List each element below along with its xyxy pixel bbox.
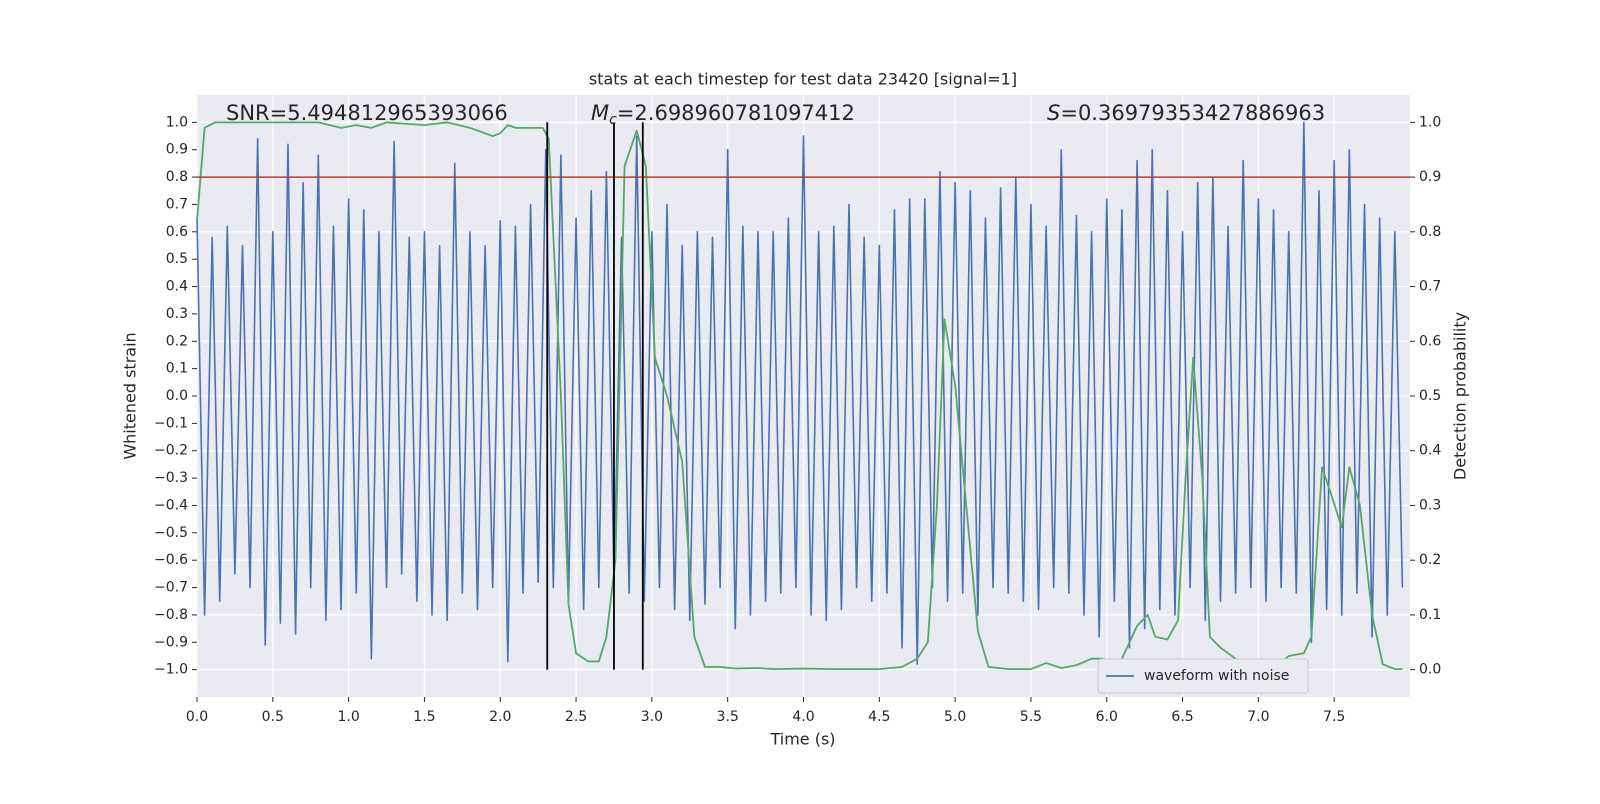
y-tick-label: 0.3: [166, 306, 188, 322]
x-tick-label: 1.0: [337, 709, 359, 725]
y-tick-label: 1.0: [166, 114, 188, 130]
y-tick-label: −1.0: [154, 662, 188, 678]
y-tick-label: −0.8: [154, 607, 188, 623]
y-tick-label: 0.8: [166, 169, 188, 185]
legend-box: [1097, 658, 1309, 694]
x-tick-label: 6.5: [1171, 709, 1193, 725]
x-tick-label: 0.0: [186, 709, 208, 725]
annotation-text: =2.698960781097412: [617, 101, 855, 125]
y-tick-label: 0.4: [166, 279, 188, 295]
y-tick-label: 0.1: [166, 361, 188, 377]
y2-tick-label: 0.9: [1419, 169, 1441, 185]
y2-tick-label: 0.2: [1419, 552, 1441, 568]
x-tick-label: 4.0: [792, 709, 814, 725]
x-tick-label: 2.5: [565, 709, 587, 725]
y2-axis-label: Detection probability: [1451, 312, 1470, 480]
y-tick-label: 0.5: [166, 251, 188, 267]
y-tick-label: −0.7: [154, 580, 188, 596]
y-tick-label: −0.1: [154, 415, 188, 431]
x-tick-label: 3.5: [717, 709, 739, 725]
annotation: Mc=2.698960781097412: [591, 101, 855, 128]
x-tick-label: 4.5: [868, 709, 890, 725]
y2-tick-label: 0.3: [1419, 497, 1441, 513]
y-tick-label: 0.9: [166, 142, 188, 158]
annotation-text: SNR=5.494812965393066: [226, 101, 508, 125]
x-tick-label: 1.5: [413, 709, 435, 725]
y2-tick-label: 0.8: [1419, 224, 1441, 240]
y2-tick-label: 0.6: [1419, 333, 1441, 349]
annotation: S=0.36979353427886963: [1047, 101, 1325, 125]
y2-tick-label: 0.0: [1419, 662, 1441, 678]
y2-tick-label: 0.7: [1419, 279, 1441, 295]
chart-title: stats at each timestep for test data 234…: [589, 70, 1017, 89]
y-tick-label: −0.5: [154, 525, 188, 541]
y2-tick-label: 1.0: [1419, 114, 1441, 130]
annotation-text: =0.36979353427886963: [1060, 101, 1325, 125]
x-tick-label: 2.0: [489, 709, 511, 725]
y-tick-label: 0.2: [166, 333, 188, 349]
y-tick-label: −0.3: [154, 470, 188, 486]
x-tick-label: 7.0: [1247, 709, 1269, 725]
legend-label: waveform with noise: [1144, 668, 1289, 684]
y-tick-label: −0.9: [154, 634, 188, 650]
series-line: [196, 121, 1404, 665]
x-tick-label: 7.5: [1323, 709, 1345, 725]
y-tick-label: −0.4: [154, 497, 188, 513]
x-tick-label: 5.5: [1020, 709, 1042, 725]
y-tick-label: −0.2: [154, 443, 188, 459]
x-axis-label: Time (s): [769, 730, 835, 749]
y2-tick-label: 0.1: [1419, 607, 1441, 623]
annotation-subscript: c: [609, 112, 617, 128]
y2-tick-label: 0.4: [1419, 443, 1441, 459]
y-axis-label: Whitened strain: [121, 332, 140, 459]
annotation-symbol: M: [591, 101, 609, 125]
x-tick-label: 6.0: [1096, 709, 1118, 725]
annotation: SNR=5.494812965393066: [226, 101, 508, 125]
y-tick-label: 0.0: [166, 388, 188, 404]
x-tick-label: 3.0: [641, 709, 663, 725]
y-tick-label: 0.6: [166, 224, 188, 240]
x-tick-label: 5.0: [944, 709, 966, 725]
x-tick-label: 0.5: [262, 709, 284, 725]
annotation-symbol: S: [1047, 101, 1060, 125]
y2-tick-label: 0.5: [1419, 388, 1441, 404]
y-tick-label: 0.7: [166, 196, 188, 212]
y-tick-label: −0.6: [154, 552, 188, 568]
